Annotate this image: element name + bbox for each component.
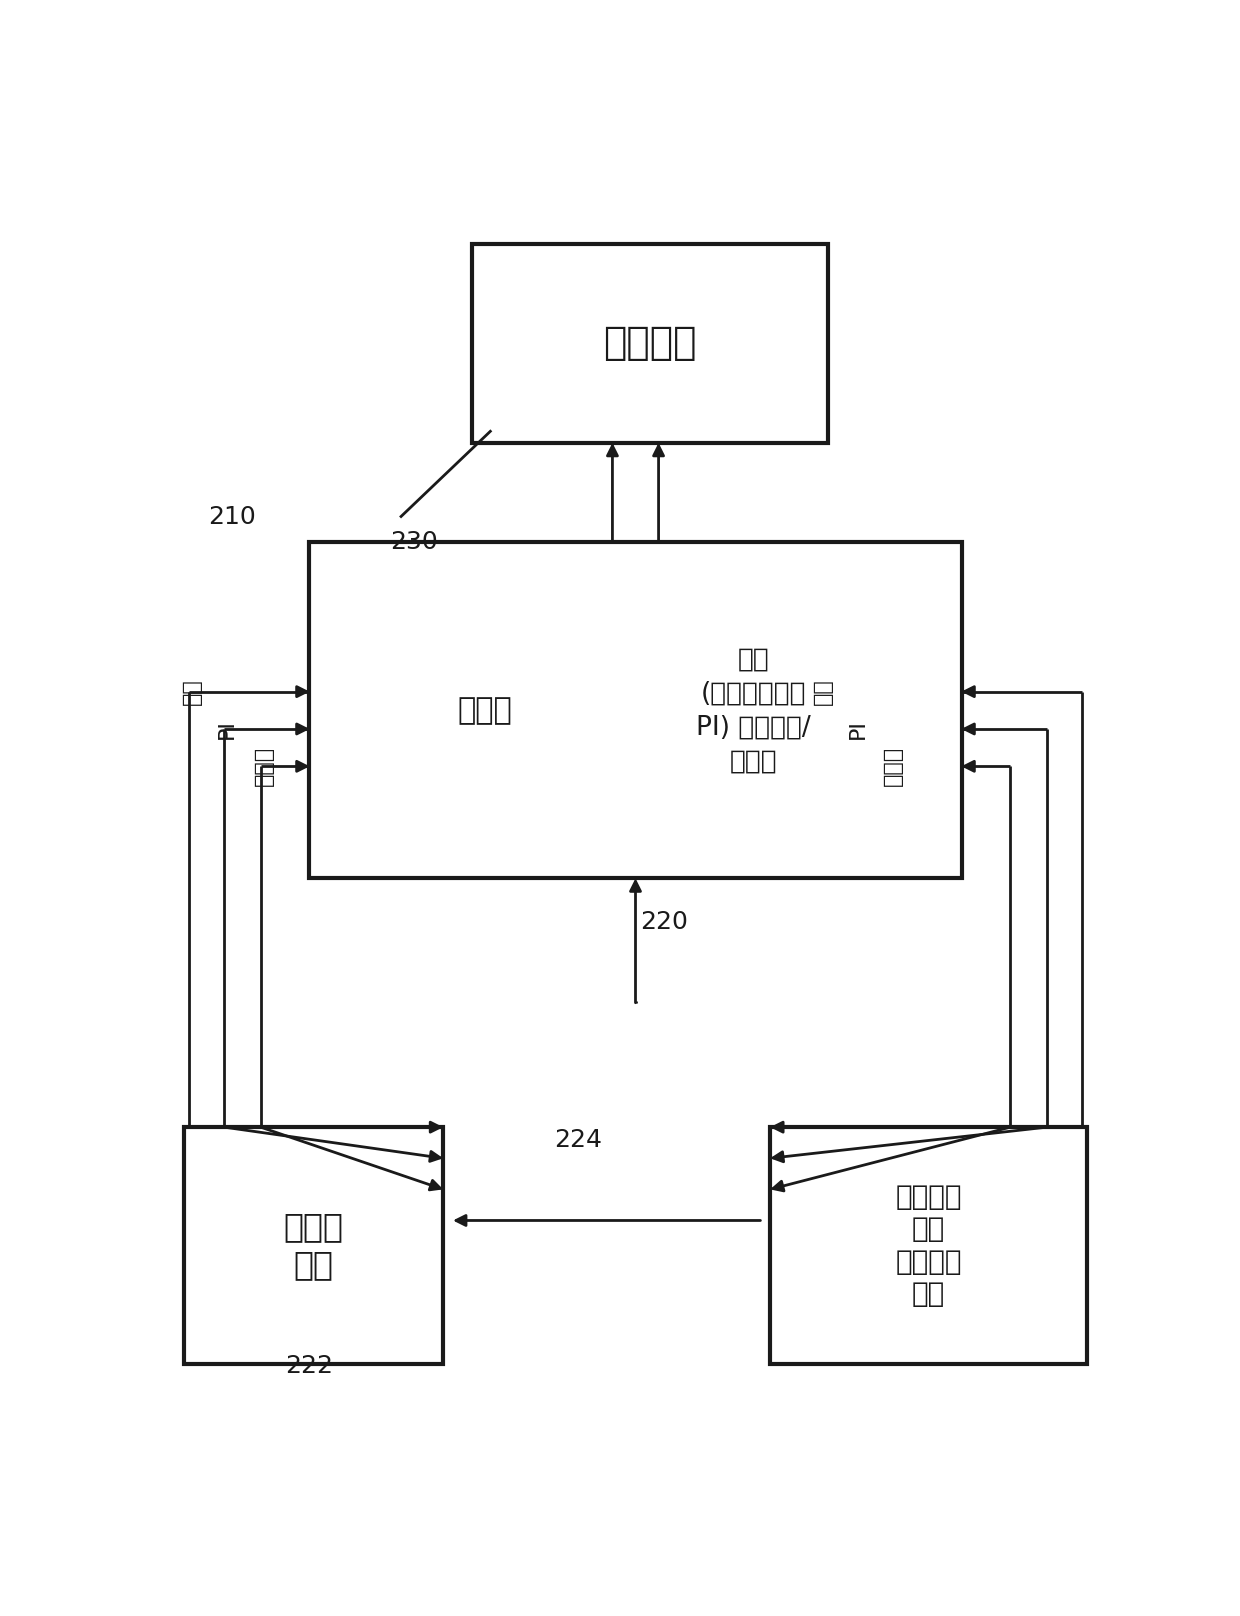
Text: 电容
(主反转偏压，
PI) 开关充电/
转储板: 电容 (主反转偏压， PI) 开关充电/ 转储板	[696, 646, 811, 774]
Text: 230: 230	[391, 530, 438, 554]
Text: PI: PI	[847, 719, 868, 739]
Text: 222: 222	[285, 1354, 332, 1378]
Text: 210: 210	[208, 506, 255, 530]
Bar	[770, 1128, 1087, 1364]
Bar	[472, 244, 828, 443]
Text: 偏压: 偏压	[181, 679, 202, 705]
Bar	[184, 1128, 444, 1364]
Text: 生成模: 生成模	[458, 696, 512, 726]
Text: 主反转: 主反转	[254, 747, 274, 787]
Text: 220: 220	[640, 910, 688, 934]
Text: PI: PI	[217, 719, 237, 739]
Text: 触发器
定时: 触发器 定时	[284, 1210, 343, 1281]
Bar	[309, 543, 962, 879]
Text: 224: 224	[554, 1128, 601, 1152]
Text: 充电转储
控制
电源中继
控制: 充电转储 控制 电源中继 控制	[895, 1183, 962, 1307]
Text: 偏压: 偏压	[813, 679, 833, 705]
Text: 生成管带: 生成管带	[603, 325, 697, 362]
Text: 主反转: 主反转	[883, 747, 903, 787]
